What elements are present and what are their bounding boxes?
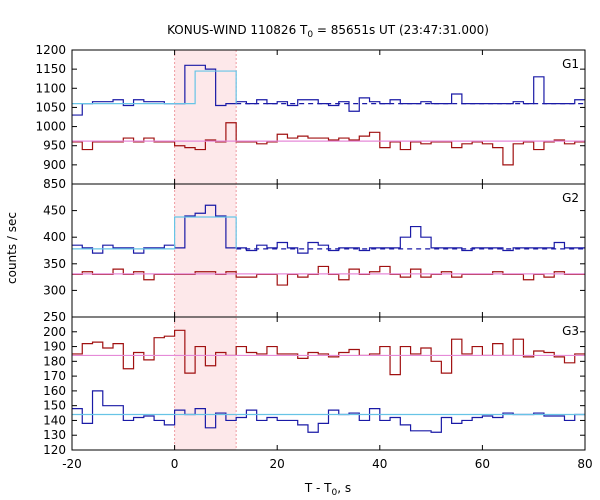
x-tick-label: 0 — [171, 457, 179, 471]
y-tick-label: 200 — [43, 325, 66, 339]
y-tick-label: 1100 — [35, 81, 66, 95]
panel-g1-series — [72, 64, 585, 166]
y-tick-label: 140 — [43, 413, 66, 427]
panel-g2-series — [72, 204, 585, 286]
series-g3-step-0 — [72, 329, 585, 376]
y-tick-label: 120 — [43, 443, 66, 457]
panel-g3-frame — [71, 316, 586, 451]
y-tick-label: 1150 — [35, 62, 66, 76]
series-g2-fit-3 — [72, 216, 237, 250]
x-tick-label: -20 — [62, 457, 82, 471]
x-axis-label-rest: , s — [337, 481, 351, 495]
x-tick-label: 20 — [270, 457, 285, 471]
x-tick-label: 40 — [372, 457, 387, 471]
y-tick-label: 130 — [43, 428, 66, 442]
y-tick-label: 190 — [43, 340, 66, 354]
y-tick-label: 1050 — [35, 100, 66, 114]
y-tick-label: 1200 — [35, 43, 66, 57]
y-tick-label: 300 — [43, 283, 66, 297]
panel-g1-frame — [71, 49, 586, 185]
axis-ticks: 8509009501000105011001150120025030035040… — [35, 43, 592, 471]
y-tick-label: 160 — [43, 384, 66, 398]
y-tick-label: 180 — [43, 354, 66, 368]
series-g3-step-1 — [72, 390, 585, 433]
series-layer — [72, 64, 585, 433]
y-axis-label: counts / sec — [5, 212, 19, 284]
series-g1-step-1 — [72, 122, 585, 166]
panel-frames: G1 G2 G3 — [71, 49, 586, 451]
y-tick-label: 400 — [43, 230, 66, 244]
x-tick-label: 60 — [475, 457, 490, 471]
highlight-band — [174, 50, 237, 450]
series-g2-step-0 — [72, 204, 585, 254]
y-tick-label: 350 — [43, 257, 66, 271]
y-tick-label: 1000 — [35, 120, 66, 134]
chart-title: KONUS-WIND 110826 T0 = 85651s UT (23:47:… — [167, 23, 489, 40]
y-tick-label: 450 — [43, 204, 66, 218]
panel-g3-label: G3 — [562, 324, 579, 338]
y-tick-label: 950 — [43, 139, 66, 153]
x-axis-label-subscript: 0 — [332, 488, 338, 498]
panel-g3-series — [72, 329, 585, 433]
series-g1-fit-3 — [72, 70, 237, 105]
y-tick-label: 170 — [43, 369, 66, 383]
y-tick-label: 150 — [43, 399, 66, 413]
x-axis-label: T - T0, s — [304, 481, 351, 498]
y-tick-label: 900 — [43, 158, 66, 172]
panel-g1-label: G1 — [562, 57, 579, 71]
series-g2-step-1 — [72, 265, 585, 286]
chart-title-rest: = 85651s UT (23:47:31.000) — [313, 23, 489, 37]
chart-title-subscript: 0 — [307, 30, 313, 40]
trigger-interval-highlight — [174, 50, 237, 450]
y-tick-label: 850 — [43, 177, 66, 191]
y-tick-label: 250 — [43, 310, 66, 324]
panel-g2-label: G2 — [562, 191, 579, 205]
series-g1-step-0 — [72, 64, 585, 116]
x-tick-label: 80 — [577, 457, 592, 471]
